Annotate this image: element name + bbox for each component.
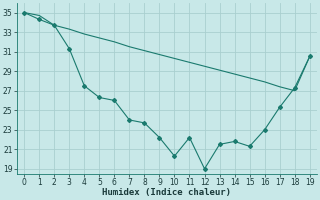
X-axis label: Humidex (Indice chaleur): Humidex (Indice chaleur) <box>102 188 231 197</box>
